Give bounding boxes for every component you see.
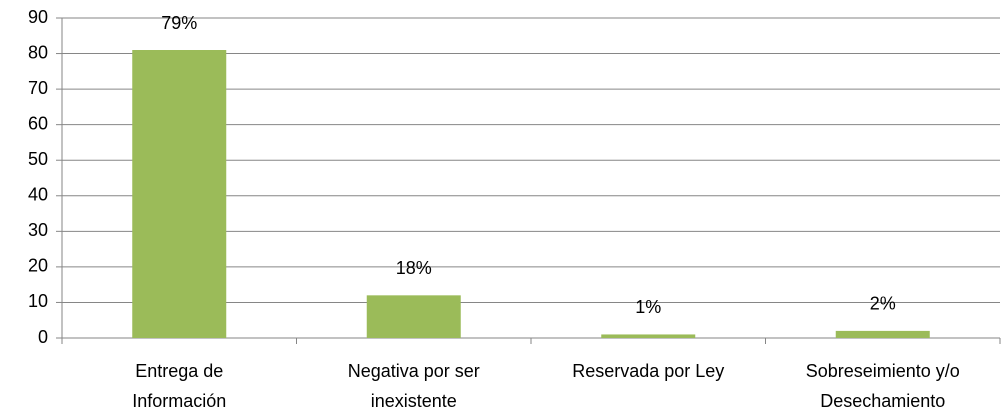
y-tick-label: 90	[28, 7, 48, 27]
x-tick-label: inexistente	[371, 391, 457, 411]
data-label: 1%	[635, 297, 661, 317]
y-tick-label: 20	[28, 256, 48, 276]
y-tick-label: 0	[38, 327, 48, 347]
y-tick-label: 30	[28, 220, 48, 240]
x-tick-label: Desechamiento	[820, 391, 945, 411]
y-tick-label: 60	[28, 113, 48, 133]
x-tick-label: Reservada por Ley	[572, 361, 724, 381]
y-tick-label: 40	[28, 185, 48, 205]
y-tick-label: 10	[28, 291, 48, 311]
x-tick-label: Sobreseimiento y/o	[806, 361, 960, 381]
data-label: 2%	[870, 294, 896, 314]
bar	[601, 334, 696, 338]
y-tick-label: 80	[28, 42, 48, 62]
data-label: 79%	[161, 13, 197, 33]
x-tick-label: Negativa por ser	[348, 361, 480, 381]
x-tick-label: Entrega de	[135, 361, 223, 381]
x-tick-label: Información	[132, 391, 226, 411]
bar	[835, 330, 930, 338]
bar	[366, 295, 461, 338]
data-label: 18%	[396, 258, 432, 278]
y-tick-label: 50	[28, 149, 48, 169]
y-tick-label: 70	[28, 78, 48, 98]
bar	[132, 50, 227, 338]
